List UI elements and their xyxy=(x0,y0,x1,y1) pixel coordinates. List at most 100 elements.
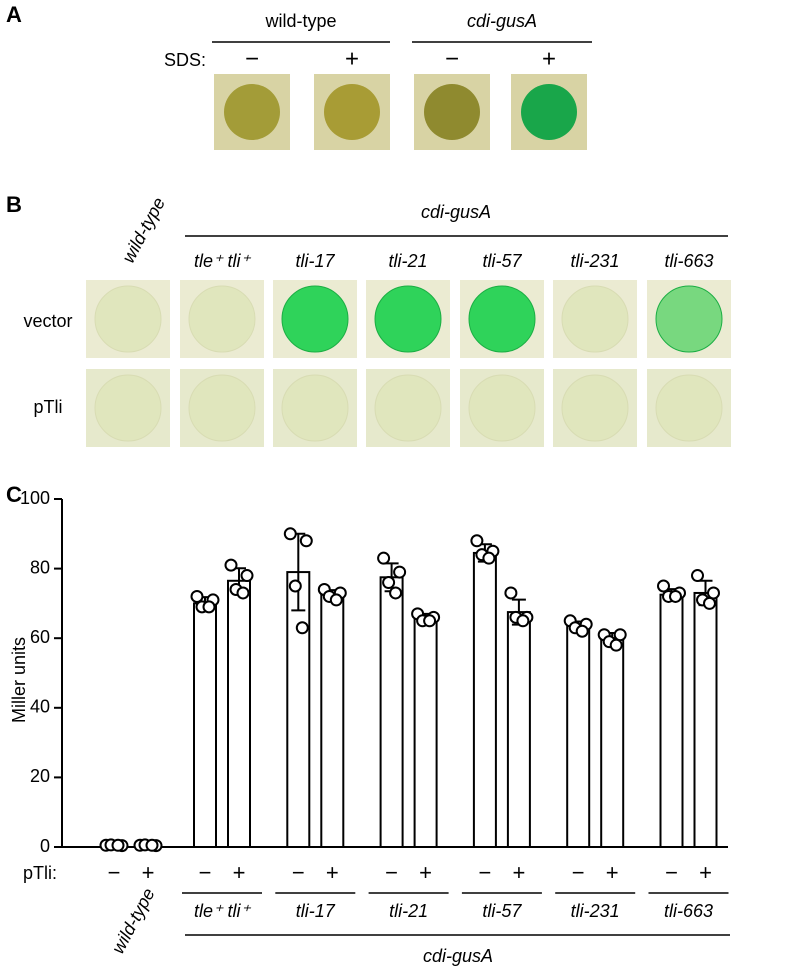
colony xyxy=(188,374,256,442)
data-point xyxy=(389,586,403,600)
x-tick-label: − xyxy=(292,860,305,885)
bar xyxy=(506,611,531,848)
colony xyxy=(561,374,629,442)
y-tick-label: 80 xyxy=(30,557,50,577)
panel-label: B xyxy=(6,192,22,217)
x-tick-label: + xyxy=(419,860,432,885)
condition: + xyxy=(542,45,556,72)
column-label: tli-17 xyxy=(295,251,335,271)
y-tick-label: 60 xyxy=(30,627,50,647)
y-tick-label: 40 xyxy=(30,697,50,717)
data-point xyxy=(393,565,407,579)
colony xyxy=(561,285,629,353)
colony xyxy=(521,84,577,140)
x-group-label: tli-231 xyxy=(571,901,620,921)
y-tick-label: 0 xyxy=(40,836,50,856)
bar xyxy=(286,571,311,849)
column-label: tli-57 xyxy=(482,251,522,271)
data-point xyxy=(482,551,496,565)
data-point xyxy=(145,838,159,852)
colony xyxy=(324,84,380,140)
bar xyxy=(193,602,217,849)
data-point xyxy=(504,586,518,600)
x-tick-label: − xyxy=(478,860,491,885)
x-tick-label: + xyxy=(142,860,155,885)
data-point xyxy=(288,579,302,593)
column-header: cdi-gusA xyxy=(421,202,491,222)
x-tick-label: + xyxy=(233,860,246,885)
data-point xyxy=(707,586,720,600)
column-label: tli-663 xyxy=(664,251,713,271)
x-tick-label: + xyxy=(512,860,525,885)
x-group-label: tli-21 xyxy=(389,901,428,921)
data-point xyxy=(236,586,250,600)
bar xyxy=(320,593,345,849)
colony xyxy=(468,374,536,442)
bar xyxy=(379,576,404,848)
data-point xyxy=(329,593,343,607)
x-group-label: tle⁺ tli⁺ xyxy=(194,901,252,921)
colony xyxy=(94,285,162,353)
column-label: tli-231 xyxy=(570,251,619,271)
colony xyxy=(281,285,349,353)
column-label: tle⁺ tli⁺ xyxy=(194,251,252,271)
panel-label: C xyxy=(6,482,22,507)
y-tick-label: 20 xyxy=(30,766,50,786)
colony xyxy=(655,285,723,353)
condition: − xyxy=(245,45,259,72)
bar xyxy=(693,591,718,849)
data-point xyxy=(283,527,297,541)
colony xyxy=(468,285,536,353)
group-label: cdi-gusA xyxy=(467,11,537,31)
x-group-label: tli-17 xyxy=(296,901,336,921)
bar xyxy=(600,637,625,849)
row-label: vector xyxy=(23,311,72,331)
data-point xyxy=(423,614,437,628)
colony xyxy=(374,285,442,353)
data-point xyxy=(575,624,589,638)
colony xyxy=(224,84,280,140)
colony xyxy=(281,374,349,442)
condition: + xyxy=(345,45,359,72)
bar xyxy=(413,616,438,848)
colony xyxy=(188,285,256,353)
x-group-label: tli-663 xyxy=(664,901,713,921)
y-axis-label: Miller units xyxy=(9,637,29,723)
data-point xyxy=(669,589,682,603)
x-tick-label: + xyxy=(326,860,339,885)
row-label: pTli xyxy=(33,397,62,417)
bar xyxy=(472,551,497,848)
data-point xyxy=(657,579,670,593)
condition: − xyxy=(445,45,459,72)
x-tick-label: + xyxy=(699,860,712,885)
x-tick-label: − xyxy=(572,860,585,885)
data-point xyxy=(224,558,238,572)
colony xyxy=(655,374,723,442)
data-point xyxy=(382,576,396,590)
row-label: SDS: xyxy=(164,50,206,70)
x-tick-label: − xyxy=(108,860,121,885)
data-point xyxy=(377,551,391,565)
data-point xyxy=(609,638,623,652)
bar xyxy=(566,625,591,849)
x-tick-label: − xyxy=(385,860,398,885)
data-point xyxy=(613,628,627,642)
colony xyxy=(374,374,442,442)
data-point xyxy=(299,534,313,548)
bar xyxy=(227,579,251,849)
x-tick-label: − xyxy=(665,860,678,885)
x-tick-label: − xyxy=(199,860,212,885)
column-label: wild-type xyxy=(118,194,169,266)
bar xyxy=(659,593,684,849)
data-point xyxy=(240,569,254,583)
group-span-label: cdi-gusA xyxy=(423,946,493,966)
data-point xyxy=(516,614,530,628)
data-point xyxy=(202,600,216,614)
x-group-label: tli-57 xyxy=(482,901,522,921)
colony xyxy=(94,374,162,442)
x-group-label: wild-type xyxy=(108,885,159,957)
x-axis-label: pTli: xyxy=(23,863,57,883)
data-point xyxy=(190,589,204,603)
data-point xyxy=(295,621,309,635)
